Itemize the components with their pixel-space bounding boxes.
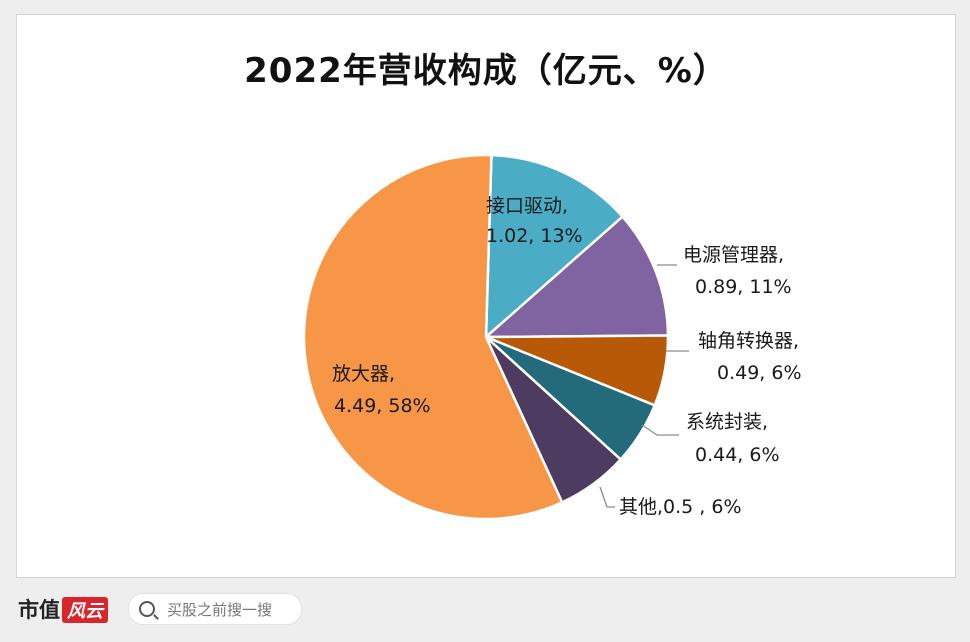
brand-name: 市值	[18, 597, 60, 622]
chart-title: 2022年营收构成（亿元、%）	[244, 51, 728, 91]
leader-line-3	[641, 424, 679, 436]
chart-card: 2022年营收构成（亿元、%） 接口驱动, 1.02, 13% 电源管理器, 0.89…	[16, 14, 956, 578]
brand-logo: 市值 风云	[18, 594, 108, 624]
pie-slice-1	[482, 214, 670, 339]
search-box[interactable]: 买股之前搜一搜	[128, 593, 302, 625]
footer-bar: 市值 风云 买股之前搜一搜	[0, 580, 970, 642]
brand-mark: 风云	[62, 597, 108, 623]
search-icon	[139, 601, 155, 617]
slice-name-2: 轴角转换器,	[698, 330, 799, 352]
slice-name-5: 放大器,	[332, 363, 395, 385]
slice-name-0: 接口驱动,	[486, 195, 568, 217]
slice-value-1: 0.89, 11%	[695, 276, 792, 298]
search-placeholder: 买股之前搜一搜	[167, 600, 273, 619]
slice-label-4: 其他,0.5 , 6%	[619, 496, 742, 518]
slice-name-3: 系统封装,	[686, 411, 768, 433]
pie-slice-5	[302, 153, 564, 521]
slice-value-2: 0.49, 6%	[717, 362, 802, 384]
pie-chart: 接口驱动, 1.02, 13% 电源管理器, 0.89, 11% 轴角转换器, 0.49,…	[302, 153, 802, 521]
slice-value-0: 1.02, 13%	[486, 225, 583, 247]
leader-line-4	[599, 486, 615, 508]
slice-value-5: 4.49, 58%	[334, 395, 431, 417]
slice-name-1: 电源管理器,	[683, 244, 784, 266]
slice-value-3: 0.44, 6%	[695, 444, 780, 466]
pie-slice-0	[484, 153, 625, 340]
